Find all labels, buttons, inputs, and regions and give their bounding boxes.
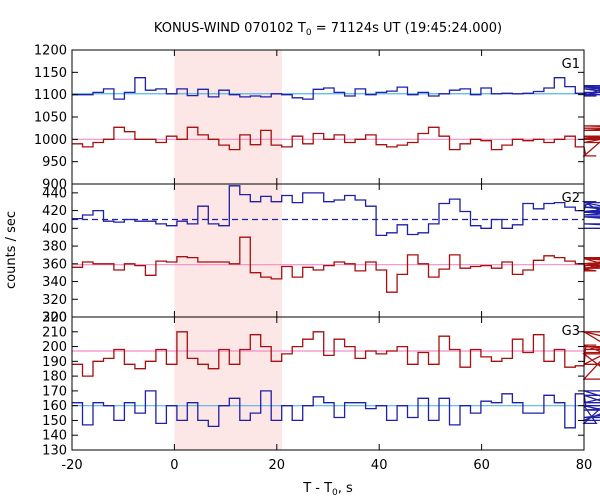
y-tick-label: 900 — [42, 178, 67, 193]
y-tick-label: 200 — [42, 340, 67, 355]
y-tick-label: 950 — [42, 155, 67, 170]
y-tick-label: 400 — [42, 222, 67, 237]
y-tick-label: 1100 — [34, 88, 67, 103]
x-axis-title: T - T0, s — [302, 481, 353, 498]
y-tick-label: 300 — [42, 311, 67, 326]
y-tick-label: 420 — [42, 204, 67, 219]
y-tick-label: 1000 — [34, 133, 67, 148]
x-tick-label: 60 — [473, 458, 490, 473]
y-tick-label: 190 — [42, 355, 67, 370]
x-tick-label: 20 — [269, 458, 286, 473]
panel-label-g3: G3 — [562, 324, 580, 339]
series-g2-blue — [72, 185, 600, 237]
panel-label-g1: G1 — [562, 57, 580, 72]
y-tick-label: 1200 — [34, 44, 67, 59]
axes-layer — [71, 49, 585, 451]
series-g3-red — [72, 331, 600, 380]
y-tick-label: 380 — [42, 240, 67, 255]
panel-frame-g3 — [71, 316, 585, 451]
y-tick-label: 140 — [42, 429, 67, 444]
y-tick-label: 340 — [42, 275, 67, 290]
y-tick-label: 440 — [42, 186, 67, 201]
series-layer — [72, 77, 600, 429]
panel-frame-g1 — [71, 49, 585, 185]
x-axis-title-subscript: 0 — [332, 488, 338, 498]
text-layer: KONUS-WIND 070102 T0 = 71124s UT (19:45:… — [4, 21, 592, 498]
y-tick-label: 360 — [42, 257, 67, 272]
chart-title: KONUS-WIND 070102 T0 = 71124s UT (19:45:… — [154, 21, 502, 38]
y-tick-label: 220 — [42, 311, 67, 326]
y-tick-label: 1050 — [34, 111, 67, 126]
y-tick-label: 210 — [42, 325, 67, 340]
highlight-interval — [174, 50, 282, 450]
y-tick-label: 1150 — [34, 66, 67, 81]
y-tick-label: 160 — [42, 399, 67, 414]
series-g1-red — [72, 125, 600, 157]
y-tick-label: 170 — [42, 384, 67, 399]
panel-frame-g2 — [71, 183, 585, 318]
series-g3-blue — [72, 390, 600, 429]
y-tick-label: 150 — [42, 414, 67, 429]
panel-label-g2: G2 — [562, 191, 580, 206]
x-tick-label: -20 — [61, 458, 82, 473]
series-g1-blue — [72, 77, 600, 100]
y-tick-label: 320 — [42, 293, 67, 308]
x-axis-title-suffix: , s — [338, 481, 353, 496]
x-tick-label: 80 — [576, 458, 593, 473]
title-suffix: = 71124s UT (19:45:24.000) — [312, 21, 502, 36]
title-subscript: 0 — [306, 28, 312, 38]
x-tick-label: 0 — [170, 458, 178, 473]
x-tick-label: 40 — [371, 458, 388, 473]
y-axis-title: counts / sec — [4, 211, 19, 289]
y-tick-label: 180 — [42, 370, 67, 385]
y-tick-label: 130 — [42, 444, 67, 459]
